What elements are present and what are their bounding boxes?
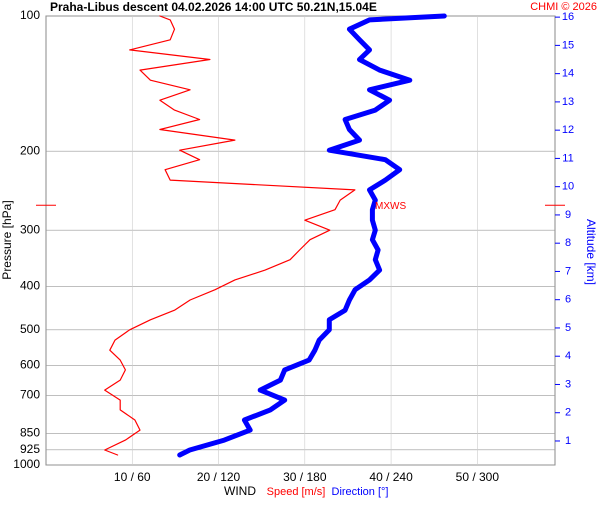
y-tick-label: 400 [20, 278, 40, 292]
y2-tick-label: 12 [562, 124, 574, 136]
y-tick-label: 850 [20, 425, 40, 439]
series-line [177, 13, 447, 458]
plot-area [45, 15, 556, 466]
y-tick-label: 300 [20, 222, 40, 236]
y2-tick-label: 5 [565, 322, 571, 334]
y2-tick-label: 7 [565, 265, 571, 277]
y2-tick-label: 2 [565, 407, 571, 419]
x-tick-label: 20 / 120 [197, 470, 241, 484]
y2-tick-label: 13 [562, 96, 574, 108]
legend-entry: Speed [m/s] [267, 486, 326, 498]
y-tick-label: 925 [20, 442, 40, 456]
y-tick-label: 200 [20, 143, 40, 157]
x-tick-label: 40 / 240 [369, 470, 413, 484]
chart-title: Praha-Libus descent 04.02.2026 14:00 UTC… [50, 0, 377, 14]
y2-tick-label: 4 [565, 350, 571, 362]
series-line [104, 15, 356, 456]
y2-tick-label: 11 [562, 152, 573, 164]
y-tick-label: 500 [20, 322, 40, 336]
y2-tick-label: 9 [565, 209, 571, 221]
y-tick-label: 700 [20, 388, 40, 402]
y2-tick-label: 8 [565, 237, 571, 249]
y2-tick-label: 14 [562, 68, 574, 80]
y2-tick-label: 3 [565, 378, 571, 390]
y-tick-label: 600 [20, 358, 40, 372]
mxws-label: MXWS [375, 201, 406, 212]
x-tick-label: 30 / 180 [283, 470, 327, 484]
y-axis-label: Pressure [hPa] [0, 200, 14, 279]
y2-tick-label: 1 [565, 435, 571, 447]
x-tick-label: 10 / 60 [114, 470, 151, 484]
y-tick-label: 100 [20, 8, 40, 22]
y2-tick-label: 15 [562, 39, 574, 51]
x-tick-label: 50 / 300 [456, 470, 500, 484]
x-axis-label: WIND [224, 484, 256, 498]
credit: CHMI © 2026 [530, 1, 597, 13]
y2-tick-label: 10 [562, 181, 574, 193]
y-tick-label: 1000 [13, 457, 40, 471]
y2-tick-label: 6 [565, 294, 571, 306]
y2-axis-label: Altitude [km] [584, 219, 598, 285]
legend-entry: Direction [°] [332, 486, 389, 498]
y2-tick-label: 16 [562, 11, 574, 23]
